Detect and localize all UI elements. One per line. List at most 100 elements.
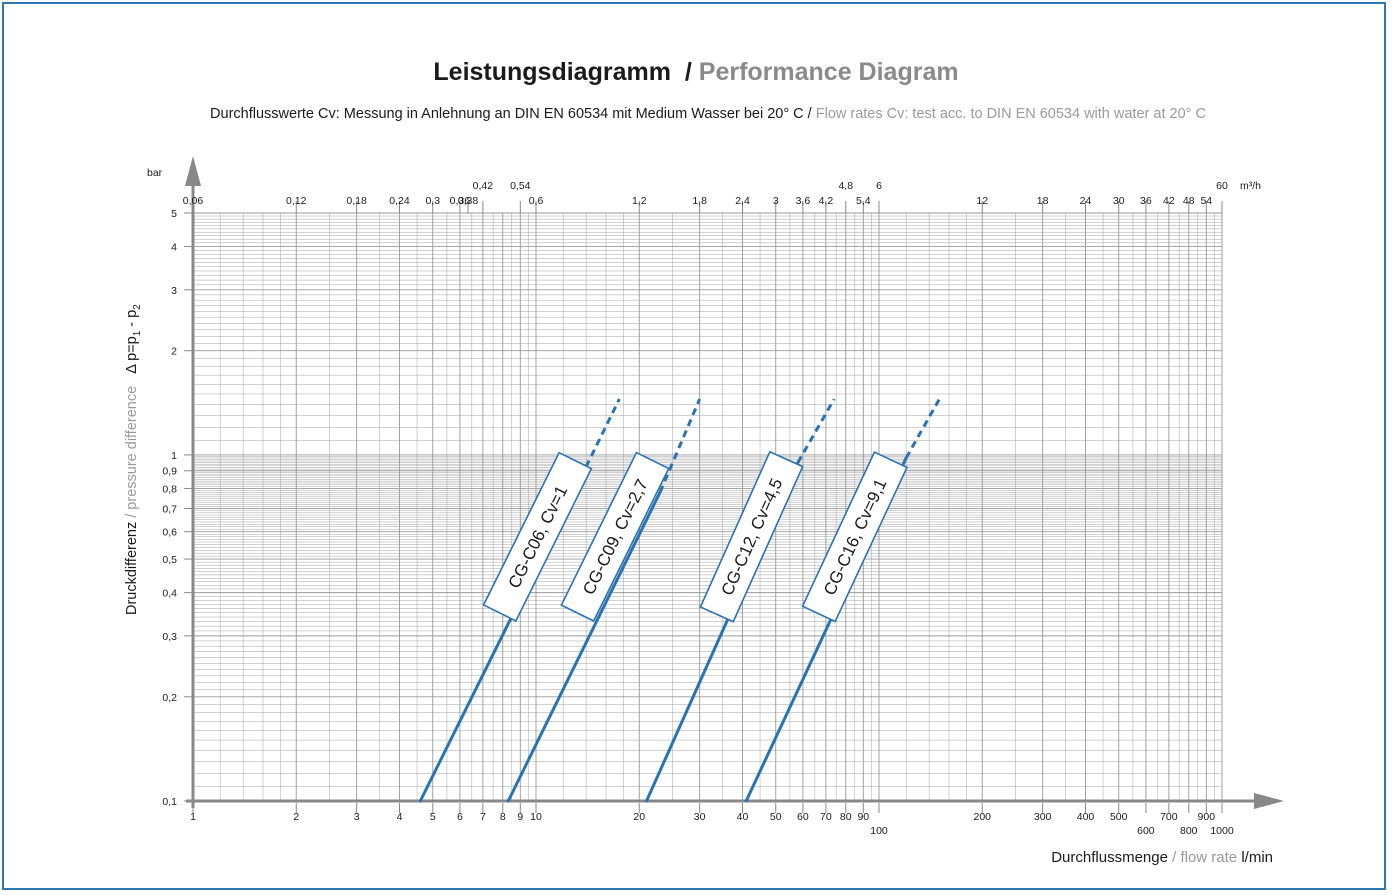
x-tick-label: 20 [633, 811, 645, 823]
top-tick-label: 4,8 [838, 180, 853, 192]
x-tick-label: 600 [1137, 825, 1155, 837]
top-tick-label: 0,18 [346, 195, 367, 207]
top-tick-label: 54 [1200, 195, 1212, 207]
x-tick-label: 700 [1160, 811, 1178, 823]
y-formula: Δ p=p1 - p2 [124, 304, 143, 374]
x-tick-label: 300 [1034, 811, 1052, 823]
y-tick-label: 0,7 [162, 504, 177, 516]
y-tick-label: 2 [171, 346, 177, 358]
y-tick-label: 1 [171, 450, 177, 462]
series-line-dashed [796, 398, 836, 464]
chart-title: Leistungsdiagramm / Performance Diagram [0, 58, 1392, 87]
y-tick-label: 4 [171, 242, 177, 254]
x-tick-label: 70 [820, 811, 832, 823]
top-tick-label: 48 [1183, 195, 1195, 207]
x-tick-label: 80 [840, 811, 852, 823]
y-tick-label: 0,8 [162, 483, 177, 495]
x-title-unit: l/min [1241, 849, 1273, 866]
x-tick-label: 6 [457, 811, 463, 823]
top-tick-label: 2,4 [735, 195, 750, 207]
x-title-german: Durchflussmenge [1051, 849, 1168, 866]
top-tick-label: 0,6 [529, 195, 544, 207]
y-tick-label: 0,9 [162, 466, 177, 478]
grid-lines [192, 212, 1223, 802]
top-tick-label: 0,12 [286, 195, 307, 207]
series-line-dashed [579, 398, 621, 479]
title-english: Performance Diagram [698, 58, 959, 86]
x-tick-label: 1000 [1210, 825, 1234, 837]
x-tick-label: 100 [870, 825, 888, 837]
x-axis-title: Durchflussmenge / flow rate l/min [1051, 849, 1273, 866]
top-tick-label: 24 [1080, 195, 1092, 207]
title-separator: / [684, 58, 692, 86]
top-tick-label: 6 [876, 180, 882, 192]
axes [185, 156, 1284, 809]
top-tick-label: 0,06 [183, 195, 204, 207]
y-tick-label: 0,6 [162, 527, 177, 539]
y-unit-label: bar [147, 167, 163, 179]
chart-subtitle: Durchflusswerte Cv: Messung in Anlehnung… [0, 106, 1392, 122]
y-tick-label: 3 [171, 285, 177, 297]
series-label-frame [699, 450, 804, 623]
x-tick-label: 10 [530, 811, 542, 823]
x-tick-label: 7 [480, 811, 486, 823]
series-line-solid [506, 490, 662, 803]
x-tick-label: 800 [1180, 825, 1198, 837]
y-tick-label: 0,1 [162, 796, 177, 808]
y-tick-label: 5 [171, 208, 177, 220]
top-tick-label: 30 [1113, 195, 1125, 207]
x-tick-label: 30 [694, 811, 706, 823]
top-tick-label: 42 [1163, 195, 1175, 207]
x-tick-label: 900 [1198, 811, 1216, 823]
top-tick-label: 5,4 [856, 195, 871, 207]
x-tick-label: 3 [354, 811, 360, 823]
x-tick-label: 4 [397, 811, 403, 823]
x-tick-label: 1 [190, 811, 196, 823]
x-tick-label: 50 [770, 811, 782, 823]
x-tick-label: 400 [1077, 811, 1095, 823]
top-tick-label: 60 [1216, 180, 1228, 192]
top-tick-label: 0,3 [425, 195, 440, 207]
top-tick-label: 36 [1140, 195, 1152, 207]
subtitle-english: Flow rates Cv: test acc. to DIN EN 60534… [815, 106, 1206, 122]
title-german: Leistungsdiagramm [433, 58, 671, 86]
y-formula-mid: - p [124, 310, 140, 331]
subtitle-german: Durchflusswerte Cv: Messung in Anlehnung… [210, 106, 804, 122]
x-tick-label: 9 [517, 811, 523, 823]
x-tick-label: 2 [293, 811, 299, 823]
y-title-separator: / [124, 513, 140, 518]
x-tick-label: 8 [500, 811, 506, 823]
x-tick-label: 5 [430, 811, 436, 823]
y-title-german: Druckdifferenz [124, 522, 140, 615]
y-axis-arrow [185, 156, 201, 186]
y-tick-label: 0,3 [162, 631, 177, 643]
top-tick-label: 1,2 [632, 195, 647, 207]
top-tick-label: 3,6 [796, 195, 811, 207]
y-axis-title: Druckdifferenz / pressure difference Δ p… [124, 304, 143, 615]
top-tick-label: 0,24 [389, 195, 410, 207]
top-tick-label: 1,8 [692, 195, 707, 207]
top-tick-label: 0,36 [450, 195, 471, 207]
y-tick-label: 0,4 [162, 588, 177, 600]
x-tick-label: 200 [973, 811, 991, 823]
series-line-dashed [658, 398, 702, 493]
x-tick-label: 40 [737, 811, 749, 823]
top-axis-unit: m³/h [1240, 180, 1261, 192]
x-axis-arrow [1254, 793, 1284, 809]
x-title-english: flow rate [1180, 849, 1238, 866]
series-line-dashed [904, 398, 941, 459]
top-tick-label: 18 [1037, 195, 1049, 207]
y-title-english: pressure difference [124, 386, 140, 510]
top-tick-label: 4,2 [819, 195, 834, 207]
series-label-frame [801, 451, 909, 623]
top-tick-label: 0,38 [458, 195, 479, 207]
y-formula-sub2: 2 [132, 304, 143, 310]
y-tick-label: 0,5 [162, 554, 177, 566]
x-tick-label: 60 [797, 811, 809, 823]
x-tick-label: 90 [857, 811, 869, 823]
series-label-frame [482, 451, 593, 623]
subtitle-separator: / [807, 106, 812, 122]
